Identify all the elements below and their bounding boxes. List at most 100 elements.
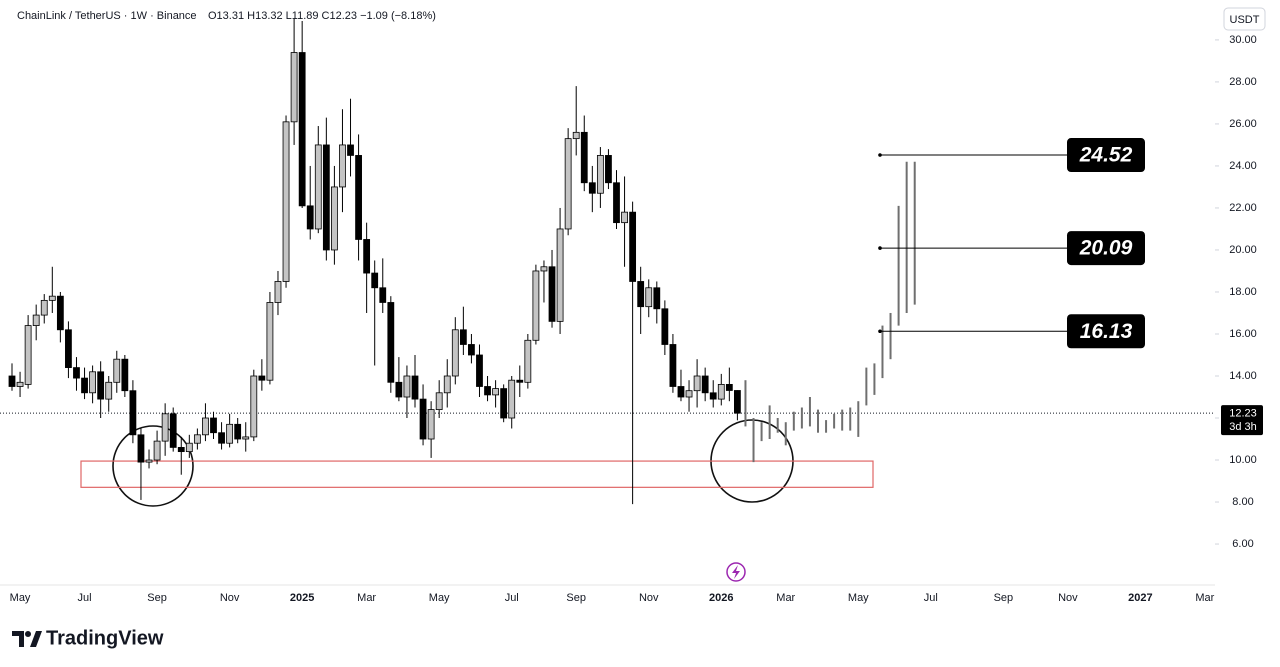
candle-body <box>379 287 387 303</box>
lightning-icon <box>726 562 746 582</box>
candle-body <box>508 379 516 419</box>
candle-body <box>556 228 564 322</box>
candle-body <box>347 144 354 156</box>
x-tick-label: Sep <box>994 592 1014 604</box>
brand-logo: TradingView <box>12 627 164 649</box>
highlight-circle <box>112 425 194 507</box>
x-tick-label: Nov <box>1058 592 1078 604</box>
candle-body <box>540 266 548 272</box>
candle-body <box>693 375 701 392</box>
candle-body <box>177 447 185 453</box>
level-box <box>1067 138 1145 173</box>
candle-body <box>16 381 24 387</box>
candle-body <box>89 371 96 394</box>
candle-body <box>185 442 193 453</box>
logo-mark <box>25 631 31 637</box>
candle-body <box>282 121 290 282</box>
candle-body <box>274 281 282 303</box>
candle-body <box>298 52 306 207</box>
candle-body <box>629 211 637 282</box>
support-zone <box>80 460 874 488</box>
candle-body <box>226 423 234 444</box>
candle-body <box>330 186 338 251</box>
candle-body <box>40 299 48 316</box>
currency-box <box>1223 7 1266 31</box>
candle-body <box>459 329 467 345</box>
candle-body <box>121 358 129 392</box>
candle-body <box>564 138 572 230</box>
candle-body <box>532 270 540 341</box>
candle-body <box>701 375 709 394</box>
candle-body <box>411 375 419 400</box>
candle-body <box>516 379 524 383</box>
candle-body <box>306 205 314 230</box>
candle-body <box>355 155 362 240</box>
y-tick-label: 10.00 <box>1229 454 1257 466</box>
candle-body <box>709 392 717 400</box>
candle-body <box>56 295 64 331</box>
level-label: 24.52 <box>1079 144 1133 167</box>
candle-body <box>419 398 427 440</box>
y-tick-label: 26.00 <box>1229 118 1257 130</box>
candle-body <box>153 440 161 461</box>
chart-title: ChainLink / TetherUS · 1W · Binance <box>17 10 197 22</box>
candle-body <box>129 390 137 436</box>
candle-body <box>677 386 685 398</box>
candle-body <box>596 155 604 194</box>
candle-body <box>524 339 532 383</box>
candle-body <box>653 287 661 310</box>
candle-body <box>97 371 105 400</box>
y-tick-label: 8.00 <box>1232 496 1253 508</box>
candle-body <box>169 413 177 448</box>
candle-body <box>193 434 201 444</box>
y-tick-label: 6.00 <box>1232 538 1253 550</box>
level-box <box>1067 231 1145 266</box>
logo-mark <box>30 631 42 647</box>
candle-body <box>202 417 209 436</box>
y-tick-label: 18.00 <box>1229 286 1257 298</box>
x-tick-label: Jul <box>924 592 938 604</box>
x-tick-label: Nov <box>639 592 659 604</box>
candle-body <box>685 390 693 398</box>
candle-body <box>48 295 56 301</box>
y-tick-label: 22.00 <box>1229 202 1257 214</box>
price-tag-countdown: 3d 3h <box>1229 421 1257 433</box>
candle-body <box>717 383 725 400</box>
candle-body <box>645 287 653 308</box>
candle-body <box>137 434 145 463</box>
candle-body <box>451 329 459 377</box>
x-tick-label: May <box>10 592 31 604</box>
x-tick-label: 2027 <box>1128 592 1152 604</box>
candle-body <box>290 52 298 123</box>
candle-body <box>339 144 346 188</box>
price-tag-value: 12.23 <box>1229 408 1257 420</box>
candle-body <box>637 281 645 308</box>
currency-label: USDT <box>1230 14 1260 26</box>
x-tick-label: Mar <box>1195 592 1214 604</box>
candle-body <box>468 344 475 356</box>
candle-body <box>492 388 500 396</box>
y-tick-label: 20.00 <box>1229 244 1257 256</box>
candle-body <box>322 144 330 251</box>
candle-body <box>161 413 169 442</box>
candle-body <box>210 417 217 434</box>
candle-body <box>669 344 677 387</box>
brand-name: TradingView <box>46 627 164 649</box>
candle-body <box>371 272 379 289</box>
candle-body <box>363 239 371 274</box>
candle-body <box>435 392 443 411</box>
candle-body <box>65 329 72 368</box>
candle-body <box>32 314 40 326</box>
y-tick-label: 28.00 <box>1229 76 1257 88</box>
x-tick-label: Mar <box>357 592 376 604</box>
x-tick-label: Nov <box>220 592 240 604</box>
x-tick-label: Jul <box>78 592 92 604</box>
y-tick-label: 24.00 <box>1229 160 1257 172</box>
y-tick-label: 16.00 <box>1229 328 1257 340</box>
candle-body <box>258 375 266 381</box>
candle-body <box>734 390 741 414</box>
candle-body <box>266 302 274 381</box>
candle-body <box>572 131 580 140</box>
